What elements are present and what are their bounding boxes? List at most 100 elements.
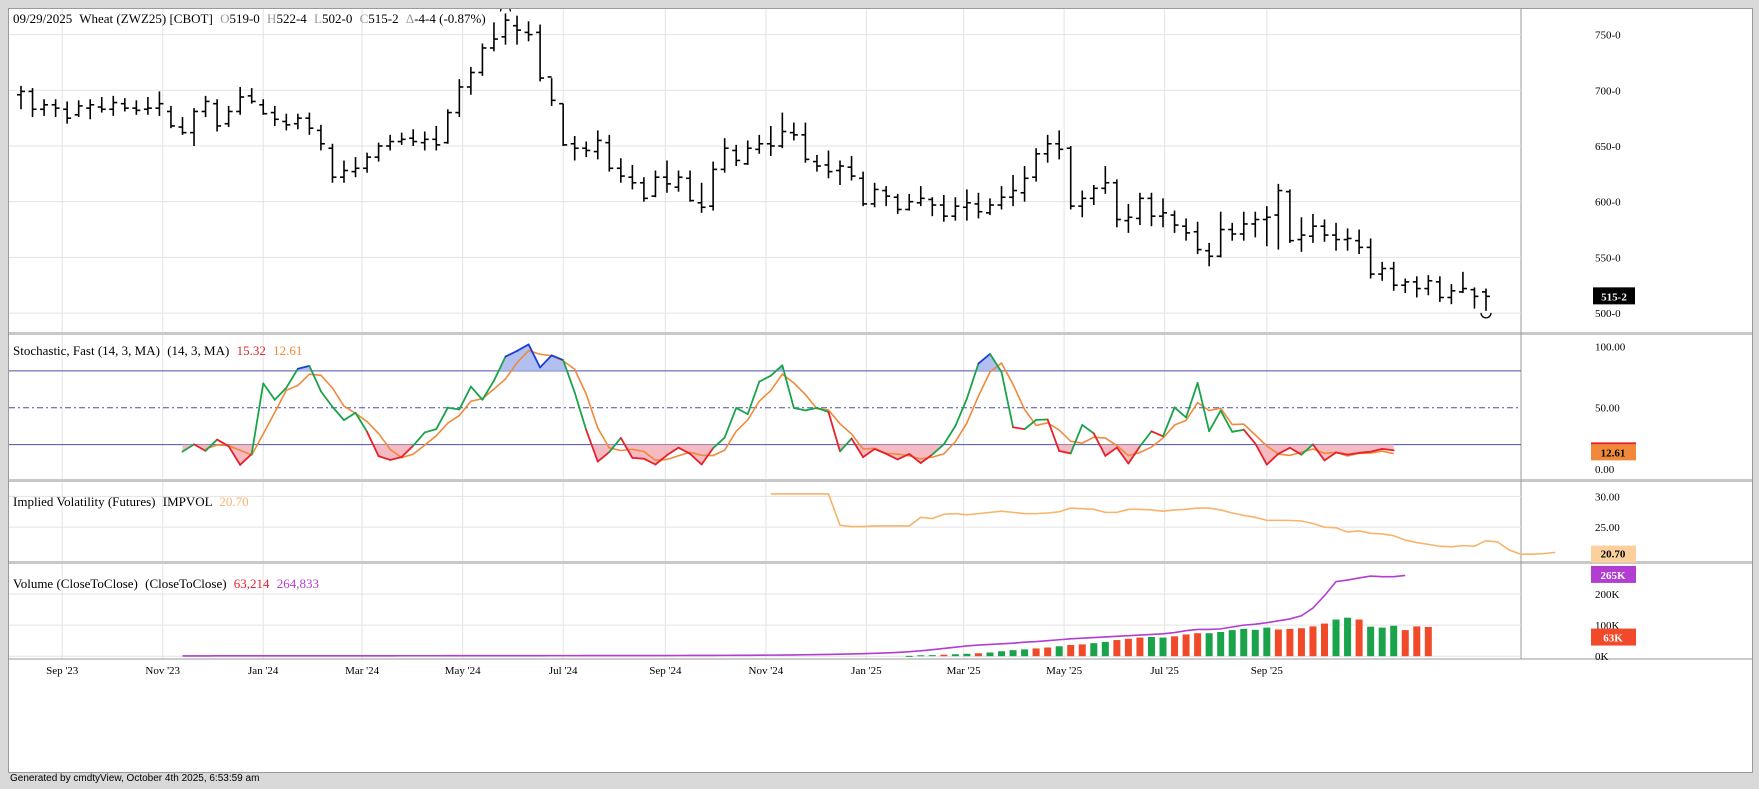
stochastic-k-segment [377, 455, 392, 461]
price-bar [132, 100, 141, 115]
volume-bar [1032, 648, 1040, 657]
price-bar [674, 170, 683, 192]
volume-bar [1205, 633, 1213, 657]
price-y-tick-label: 650-0 [1595, 141, 1621, 153]
open-value: 519-0 [229, 11, 259, 26]
volume-value: 63,214 [234, 576, 270, 591]
price-bar [109, 95, 118, 116]
price-bar [351, 157, 360, 178]
footer-generated-by: Generated by cmdtyView, October 4th 2025… [10, 773, 260, 784]
price-bar [916, 186, 925, 207]
stochastic-k-segment [1069, 424, 1084, 455]
volume-bar [963, 653, 971, 657]
stochastic-k-segment [493, 355, 507, 382]
stochastic-d-badge [1591, 444, 1636, 461]
stochastic-k-segment [516, 343, 530, 352]
volume-bar [986, 652, 994, 657]
close-value: 515-2 [368, 11, 398, 26]
price-bar [374, 142, 383, 162]
price-bar [501, 13, 510, 45]
price-bar [1251, 211, 1260, 238]
price-bar [51, 99, 60, 118]
stochastic-k-value: 15.32 [237, 343, 266, 358]
stochastic-k-segment [596, 451, 611, 463]
change-label: Δ [406, 11, 414, 26]
price-bar [743, 140, 752, 165]
volume-bar [1240, 628, 1248, 657]
iv-indicator: IMPVOL [163, 494, 213, 509]
stochastic-k-segment [1254, 442, 1268, 466]
panel-separator [9, 332, 1752, 335]
stochastic-badge-text: 12.61 [1601, 447, 1626, 459]
iv-badge-text: 20.70 [1601, 549, 1626, 561]
stochastic-k-segment [331, 405, 345, 422]
volume-bar [1124, 638, 1132, 657]
stochastic-k-segment [1323, 451, 1337, 462]
stochastic-k-segment [908, 453, 922, 464]
volume-bar [1355, 619, 1363, 657]
price-bar [985, 198, 994, 216]
price-bar [247, 88, 256, 104]
stochastic-k-segment [966, 362, 980, 400]
volume-bar [1401, 630, 1409, 657]
oversold-fill [624, 444, 718, 465]
price-bar [1389, 261, 1398, 291]
price-bar [582, 141, 591, 158]
stochastic-k-segment [354, 411, 368, 433]
stochastic-k-segment [1104, 446, 1118, 457]
stochastic-k-segment [885, 452, 899, 461]
price-bar [1228, 222, 1237, 241]
price-bar [1009, 174, 1018, 207]
chart-canvas[interactable]: Sep '23 Nov '23 Jan '24 Mar '24 May '24 Jul '… [9, 5, 1752, 772]
price-bar [513, 15, 522, 45]
price-bar [720, 138, 729, 173]
stochastic-k-segment [1115, 446, 1130, 465]
price-bar [1285, 189, 1294, 243]
price-bar [236, 86, 245, 115]
stochastic-k-segment [700, 447, 715, 466]
change-value: -4-4 (-0.87%) [414, 11, 485, 26]
price-bar [801, 122, 810, 163]
price-y-tick-label: 550-0 [1595, 252, 1621, 264]
stochastic-d-line [205, 349, 1394, 462]
price-bar [224, 105, 233, 128]
volume-bar [1332, 619, 1340, 657]
x-tick-label: Mar '24 [345, 665, 380, 677]
stochastic-k-segment [504, 350, 518, 358]
volume-bar [974, 653, 982, 657]
stochastic-k-badge [1591, 442, 1636, 445]
price-bar [328, 143, 337, 183]
stochastic-k-segment [689, 452, 703, 466]
price-bar [1182, 218, 1191, 241]
price-bar [1193, 221, 1202, 255]
stochastic-k-segment [1208, 409, 1222, 433]
stochastic-k-segment [1127, 445, 1141, 465]
open-label: O [220, 11, 229, 26]
stochastic-k-segment [896, 453, 911, 461]
price-bar [1066, 145, 1075, 210]
stochastic-k-segment [608, 437, 622, 453]
price-bar [213, 99, 222, 132]
price-bar [1055, 130, 1064, 160]
price-bar [409, 129, 418, 146]
stochastic-k-segment [631, 456, 645, 460]
last-price-badge-text: 515-2 [1601, 291, 1627, 303]
iv-y-tick-label: 25.00 [1595, 522, 1620, 534]
price-bar [1412, 276, 1421, 298]
panel-separator [9, 479, 1752, 482]
price-bar [1435, 276, 1444, 302]
stochastic-k-segment [204, 438, 219, 452]
stochastic-k-segment [643, 457, 657, 466]
stochastic-y-tick-label: 0.00 [1595, 464, 1615, 476]
stochastic-k-segment [193, 443, 207, 452]
stochastic-k-segment [1300, 443, 1314, 456]
stochastic-k-segment [942, 425, 957, 446]
price-bar [282, 113, 291, 131]
volume-bar [1194, 633, 1202, 657]
stochastic-panel [9, 343, 1521, 466]
stochastic-k-segment [1277, 446, 1291, 455]
price-bar [870, 182, 879, 208]
stochastic-k-segment [1139, 430, 1153, 448]
stochastic-k-segment [1219, 409, 1234, 433]
volume-y-tick-label: 200K [1595, 589, 1620, 601]
